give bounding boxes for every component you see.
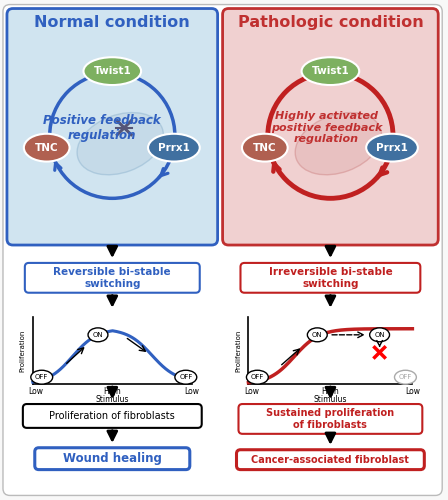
Text: Reversible bi-stable
switching: Reversible bi-stable switching [53, 267, 171, 288]
Ellipse shape [83, 57, 141, 85]
Text: Prrx1: Prrx1 [376, 142, 408, 152]
Text: Proliferation of fibroblasts: Proliferation of fibroblasts [49, 411, 175, 421]
Text: Cancer-associated fibroblast: Cancer-associated fibroblast [251, 454, 409, 464]
Text: ON: ON [93, 332, 103, 338]
Text: OFF: OFF [179, 374, 193, 380]
Text: High: High [103, 386, 121, 396]
Ellipse shape [366, 134, 418, 162]
Text: Highly activated
positive feedback
regulation: Highly activated positive feedback regul… [271, 111, 382, 144]
Text: TNC: TNC [35, 142, 59, 152]
Text: Pathologic condition: Pathologic condition [237, 15, 423, 30]
FancyBboxPatch shape [3, 4, 442, 496]
Ellipse shape [24, 134, 69, 162]
Text: High: High [322, 386, 339, 396]
Text: Stimulus: Stimulus [95, 394, 129, 404]
Text: Low: Low [405, 386, 420, 396]
Text: Twist1: Twist1 [311, 66, 349, 76]
Text: Irreversible bi-stable
switching: Irreversible bi-stable switching [268, 267, 392, 288]
Ellipse shape [175, 370, 197, 384]
Ellipse shape [395, 370, 416, 384]
Ellipse shape [246, 370, 268, 384]
Text: Low: Low [184, 386, 199, 396]
FancyBboxPatch shape [35, 448, 190, 469]
Text: ON: ON [374, 332, 385, 338]
FancyBboxPatch shape [7, 8, 218, 245]
Text: Wound healing: Wound healing [63, 452, 162, 465]
FancyBboxPatch shape [237, 450, 424, 469]
Text: Positive feedback
regulation: Positive feedback regulation [43, 114, 161, 142]
Ellipse shape [242, 134, 288, 162]
Text: Low: Low [244, 386, 259, 396]
Ellipse shape [77, 112, 164, 175]
Text: TNC: TNC [253, 142, 276, 152]
FancyBboxPatch shape [25, 263, 200, 292]
Ellipse shape [307, 328, 327, 342]
Text: ON: ON [312, 332, 323, 338]
Text: Stimulus: Stimulus [314, 394, 347, 404]
FancyBboxPatch shape [223, 8, 438, 245]
Text: OFF: OFF [35, 374, 48, 380]
Ellipse shape [295, 112, 382, 175]
Text: Normal condition: Normal condition [34, 15, 190, 30]
Text: Twist1: Twist1 [94, 66, 131, 76]
Ellipse shape [88, 328, 108, 342]
Text: Sustained proliferation
of fibroblasts: Sustained proliferation of fibroblasts [267, 408, 395, 430]
Text: OFF: OFF [251, 374, 264, 380]
FancyBboxPatch shape [23, 404, 202, 428]
Text: Low: Low [28, 386, 43, 396]
FancyBboxPatch shape [238, 404, 422, 434]
Ellipse shape [148, 134, 200, 162]
Ellipse shape [370, 328, 389, 342]
Ellipse shape [302, 57, 359, 85]
Text: Prrx1: Prrx1 [158, 142, 190, 152]
Text: Proliferation: Proliferation [236, 329, 241, 372]
Text: Proliferation: Proliferation [20, 329, 26, 372]
FancyBboxPatch shape [241, 263, 420, 292]
Text: OFF: OFF [399, 374, 412, 380]
Ellipse shape [31, 370, 53, 384]
